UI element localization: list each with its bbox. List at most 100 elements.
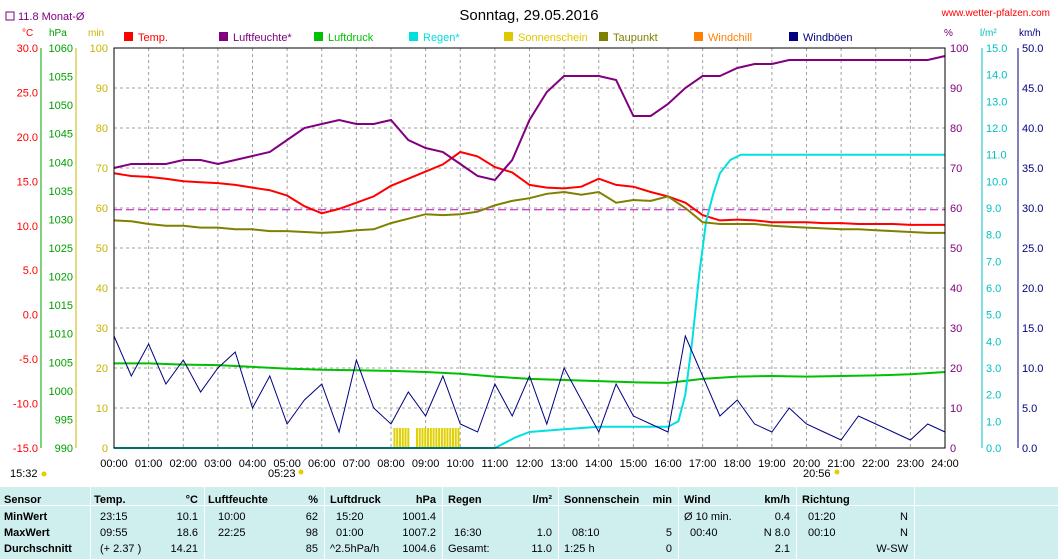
rain-axis-unit: l/m²: [980, 28, 997, 39]
stats-divider: [204, 487, 205, 559]
stats-wind-avg10-label: Ø 10 min.: [684, 511, 732, 523]
stats-divider: [558, 487, 559, 559]
pressure-axis-tick-label: 1050: [49, 100, 73, 112]
stats-temp-avg-value: 14.21: [170, 543, 198, 555]
stats-sun-total: 1:25 h: [564, 543, 595, 555]
wind-axis-tick-label: 5.0: [1022, 403, 1037, 415]
series-luftdruck-line: [114, 362, 946, 384]
stats-pressure-min-time: 15:20: [336, 511, 364, 523]
wind-axis-tick-label: 40.0: [1022, 123, 1043, 135]
pressure-axis-tick-label: 1000: [49, 386, 73, 398]
legend-swatch: [504, 32, 513, 41]
rain-axis-tick-label: 13.0: [986, 96, 1007, 108]
stats-sun-avg-value: 0: [665, 543, 672, 555]
x-tick-label: 03:00: [204, 458, 232, 470]
stats-sun-header: Sonnenschein: [564, 494, 640, 506]
stats-wind-column: Wind km/h Ø 10 min. 0.4 00:40 N 8.0 2.1: [684, 487, 792, 559]
wind-axis-tick-label: 20.0: [1022, 283, 1043, 295]
stats-temp-unit: °C: [185, 494, 198, 506]
legend-label: Temp.: [138, 32, 168, 44]
minutes-axis-tick-label: 10: [96, 403, 108, 415]
stats-row-label-avg: Durchschnitt: [4, 543, 72, 555]
stats-divider: [678, 487, 679, 559]
stats-direction-column: Richtung 01:20 N 00:10 N W-SW: [802, 487, 910, 559]
legend-label: Windchill: [708, 32, 752, 44]
stats-pressure-trend: ^2.5hPa/h: [330, 543, 380, 555]
stats-sensor-header: Sensor: [4, 494, 42, 506]
humidity-axis-unit: %: [944, 28, 953, 39]
x-tick-label: 15:00: [620, 458, 648, 470]
legend-swatch: [789, 32, 798, 41]
stats-rain-column: Regen l/m² 16:30 1.0 Gesamt: 11.0: [448, 487, 554, 559]
rain-axis-tick-label: 5.0: [986, 310, 1001, 322]
legend-swatch: [314, 32, 323, 41]
stats-pressure-unit: hPa: [415, 494, 436, 506]
legend-swatch: [409, 32, 418, 41]
humidity-axis-tick-label: 30: [950, 323, 962, 335]
x-tick-label: 12:00: [516, 458, 544, 470]
stats-divider: [914, 487, 915, 559]
stats-wind-avg-value: 2.1: [774, 543, 790, 555]
stats-temp-column: Temp. °C 23:15 10.1 09:55 18.6 (+ 2.37 ) 14.…: [94, 487, 200, 559]
temp-axis-tick-label: 10.0: [17, 221, 38, 233]
stats-pressure-max-time: 01:00: [336, 527, 364, 539]
x-tick-label: 24:00: [931, 458, 959, 470]
rain-axis-tick-label: 3.0: [986, 363, 1001, 375]
series-luftfeuchte-line: [113, 55, 946, 182]
x-tick-label: 21:00: [827, 458, 855, 470]
chart-grid: [113, 47, 946, 449]
series-windb-en-line: [113, 334, 946, 441]
stats-wind-unit: km/h: [764, 494, 790, 506]
rain-axis-tick-label: 15.0: [986, 43, 1007, 55]
x-tick-label: 05:00: [273, 458, 301, 470]
stats-divider: [442, 487, 443, 559]
stats-humidity-min-time: 10:00: [218, 511, 246, 523]
wind-axis-unit: km/h: [1019, 28, 1041, 39]
pressure-axis-tick-label: 995: [55, 414, 73, 426]
legend-label: Windböen: [803, 32, 853, 44]
wind-axis-tick-label: 50.0: [1022, 43, 1043, 55]
humidity-axis-tick-label: 80: [950, 123, 962, 135]
series-regen-line: [114, 153, 945, 449]
legend-label: Luftfeuchte*: [233, 32, 292, 44]
x-tick-label: 18:00: [723, 458, 751, 470]
minutes-axis-unit: min: [88, 28, 104, 39]
wind-axis-tick-label: 0.0: [1022, 443, 1037, 455]
humidity-axis-tick-label: 50: [950, 243, 962, 255]
legend-label: Luftdruck: [328, 32, 374, 44]
humidity-axis-tick-label: 60: [950, 203, 962, 215]
rain-axis-tick-label: 7.0: [986, 256, 1001, 268]
humidity-axis-tick-label: 90: [950, 83, 962, 95]
stats-rain-total-value: 11.0: [531, 543, 552, 555]
sunrise-label: 05:23: [268, 468, 296, 480]
stats-pressure-max-value: 1007.2: [402, 527, 436, 539]
stats-divider: [90, 487, 91, 559]
humidity-axis-tick-label: 10: [950, 403, 962, 415]
x-tick-label: 01:00: [135, 458, 163, 470]
month-avg-label: 11.8 Monat-Ø: [18, 11, 85, 23]
stats-temp-min-time: 23:15: [100, 511, 128, 523]
wind-axis-tick-label: 35.0: [1022, 163, 1043, 175]
stats-rain-header: Regen: [448, 494, 482, 506]
x-tick-label: 10:00: [446, 458, 474, 470]
rain-axis-tick-label: 8.0: [986, 230, 1001, 242]
chart-title: Sonntag, 29.05.2016: [459, 7, 598, 24]
stats-sun-unit: min: [652, 494, 672, 506]
legend-swatch: [219, 32, 228, 41]
rain-axis-tick-label: 4.0: [986, 336, 1001, 348]
stats-pressure-header: Luftdruck: [330, 494, 381, 506]
stats-pressure-column: Luftdruck hPa 15:20 1001.4 01:00 1007.2 ^2.…: [330, 487, 438, 559]
x-tick-label: 19:00: [758, 458, 786, 470]
wind-axis-tick-label: 10.0: [1022, 363, 1043, 375]
minutes-axis-tick-label: 40: [96, 283, 108, 295]
humidity-axis-tick-label: 100: [950, 43, 968, 55]
rain-axis-tick-label: 0.0: [986, 443, 1001, 455]
stats-humidity-max-value: 98: [305, 527, 318, 539]
stats-wind-max-time: 00:40: [690, 527, 718, 539]
temp-axis-tick-label: -5.0: [19, 354, 38, 366]
site-url: www.wetter-pfalzen.com: [941, 8, 1050, 19]
pressure-axis-tick-label: 1030: [49, 214, 73, 226]
rain-axis-tick-label: 9.0: [986, 203, 1001, 215]
left-axes: 30.0 25.0 20.0 15.0 10.0 5.0 0.0 -5.0 -10.0 -15.0…: [13, 43, 108, 455]
statistics-table: Sensor MinWert MaxWert Durchschnitt Temp…: [0, 487, 1058, 559]
